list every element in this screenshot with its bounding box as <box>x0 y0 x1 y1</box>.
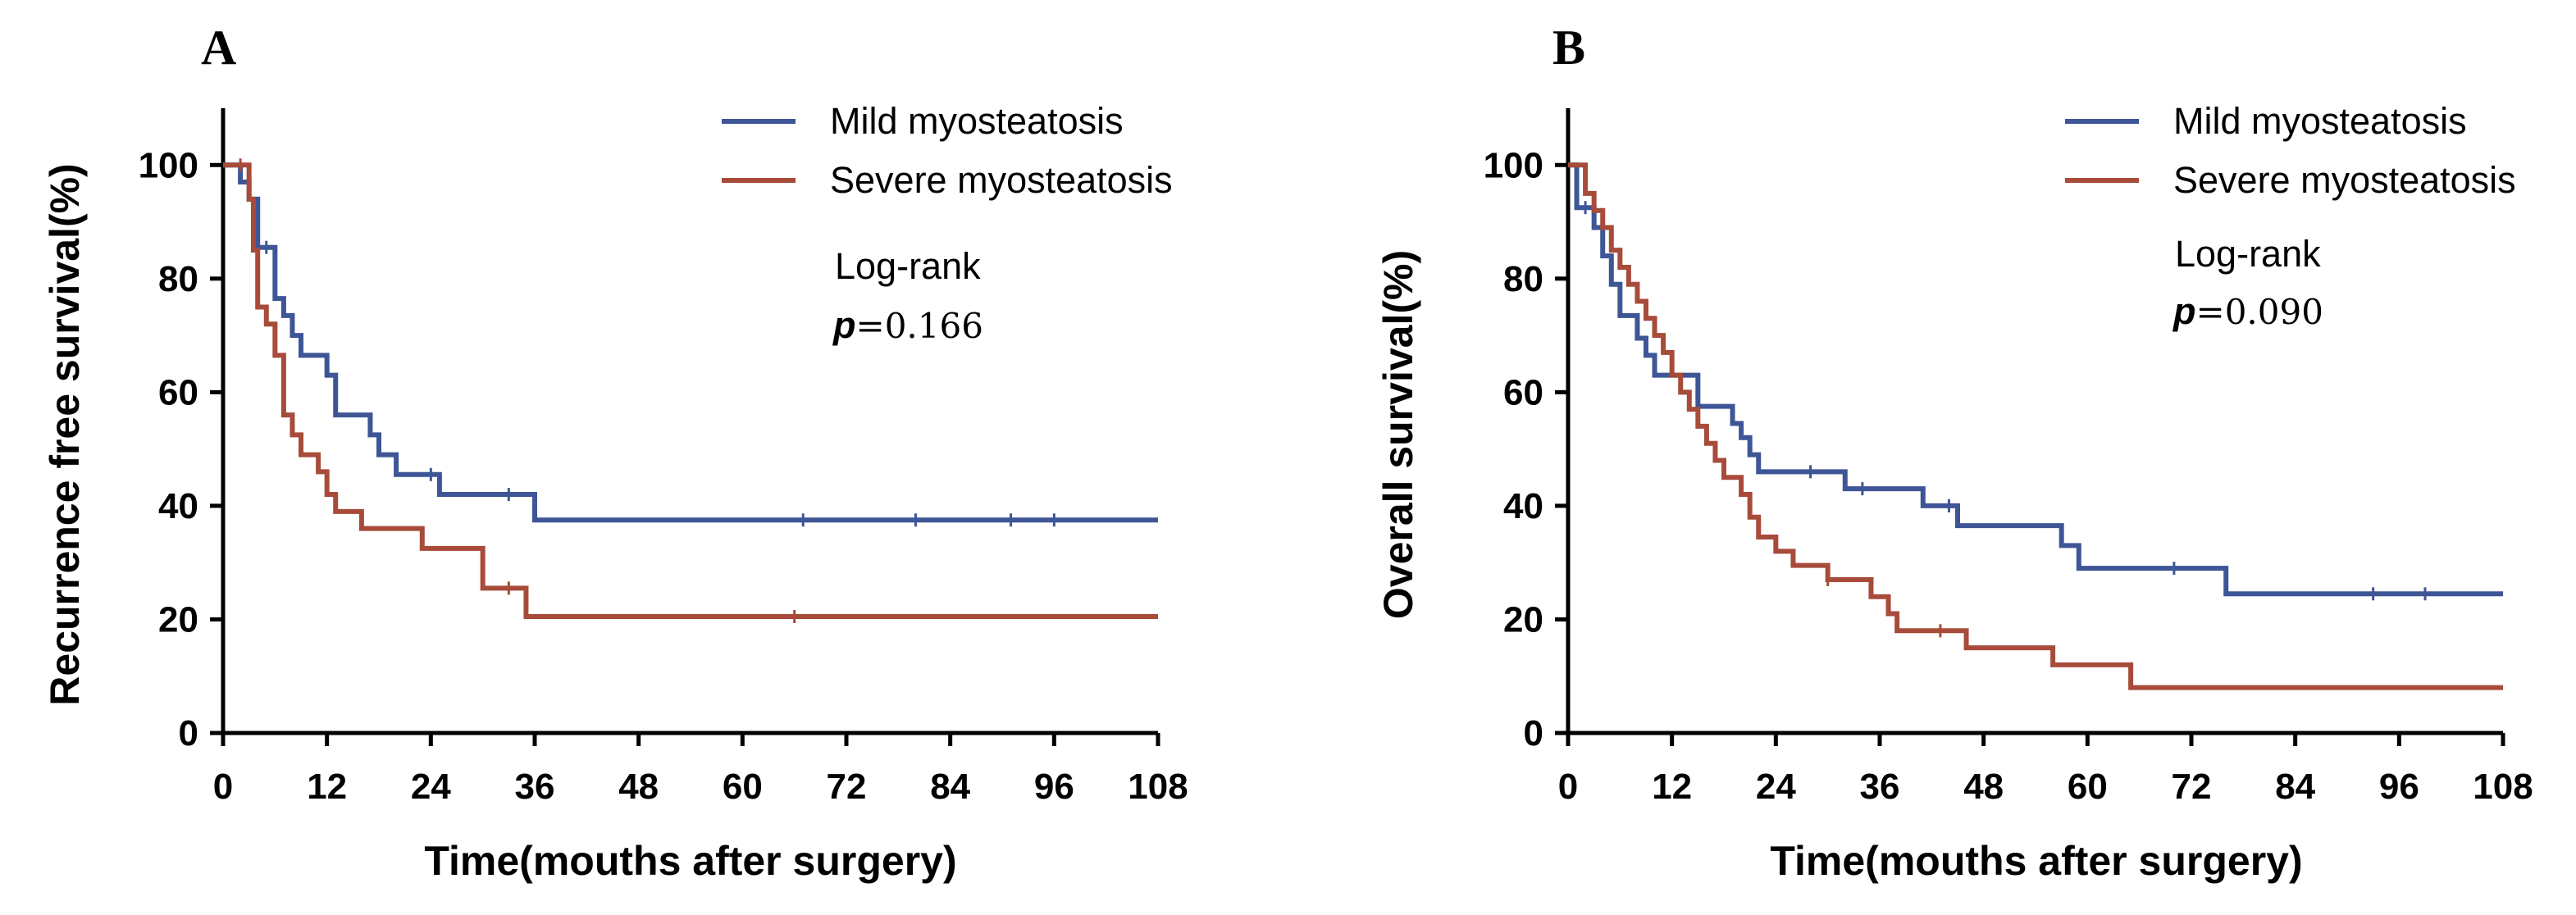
y-tick-label-b: 40 <box>1503 486 1543 526</box>
legend-label-mild-b: Mild myosteatosis <box>2173 100 2467 142</box>
y-tick-label-a: 100 <box>139 145 198 185</box>
legend-label-severe-a: Severe myosteatosis <box>830 159 1173 201</box>
p-symbol-b: p <box>2173 290 2196 332</box>
y-tick-label-a: 60 <box>158 372 198 412</box>
panel-a: A Recurrence free survival(%) Time(mouth… <box>42 20 1188 884</box>
panel-b: B Overall survival(%) Time(mouths after … <box>1375 20 2533 884</box>
y-tick-label-b: 0 <box>1524 713 1543 753</box>
stat-label-b: Log-rank <box>2175 233 2321 275</box>
y-tick-label-b: 80 <box>1503 259 1543 299</box>
p-value-number-b: =0.090 <box>2196 292 2323 332</box>
y-tick-label-b: 60 <box>1503 372 1543 412</box>
x-tick-label-b: 12 <box>1652 767 1692 807</box>
x-tick-label-a: 12 <box>307 767 347 807</box>
x-tick-label-a: 48 <box>618 767 659 807</box>
p-value-a: p=0.166 <box>832 304 983 346</box>
x-tick-label-a: 72 <box>827 767 867 807</box>
p-symbol-a: p <box>832 304 856 346</box>
x-tick-label-b: 0 <box>1558 767 1578 807</box>
panel-label-b: B <box>1552 20 1585 75</box>
x-tick-label-b: 24 <box>1756 767 1796 807</box>
panel-label-a: A <box>201 20 236 75</box>
axis-ticks-a: 0 12 24 36 48 60 72 84 96 108 0 20 40 60 80 100 <box>139 108 1188 807</box>
y-tick-label-b: 100 <box>1484 145 1543 185</box>
x-axis-title-b: Time(mouths after surgery) <box>1770 838 2302 884</box>
y-tick-label-a: 80 <box>158 259 198 299</box>
x-tick-label-b: 48 <box>1963 767 2004 807</box>
x-tick-label-a: 24 <box>411 767 451 807</box>
x-tick-label-b: 36 <box>1860 767 1900 807</box>
x-tick-label-a: 84 <box>930 767 970 807</box>
x-tick-label-b: 60 <box>2068 767 2108 807</box>
x-tick-label-a: 96 <box>1034 767 1074 807</box>
stat-label-a: Log-rank <box>835 245 981 287</box>
axis-ticks-b: 0 12 24 36 48 60 72 84 96 108 0 20 40 60 80 100 <box>1484 108 2533 807</box>
y-axis-title-a: Recurrence free survival(%) <box>42 163 88 705</box>
series-marks-a <box>223 158 1158 623</box>
legend-label-mild-a: Mild myosteatosis <box>830 100 1124 142</box>
severe-survival-curve-a <box>223 162 1158 619</box>
x-tick-label-b: 108 <box>2473 767 2533 807</box>
x-tick-label-a: 36 <box>515 767 555 807</box>
series-marks-b <box>1568 162 2503 690</box>
x-tick-label-b: 72 <box>2172 767 2212 807</box>
x-tick-label-a: 108 <box>1128 767 1188 807</box>
x-tick-label-a: 60 <box>723 767 763 807</box>
x-tick-label-b: 96 <box>2379 767 2419 807</box>
x-tick-label-b: 84 <box>2275 767 2315 807</box>
p-value-b: p=0.090 <box>2173 290 2323 332</box>
y-tick-label-b: 20 <box>1503 599 1543 640</box>
x-axis-title-a: Time(mouths after surgery) <box>424 838 956 884</box>
y-tick-label-a: 20 <box>158 599 198 640</box>
legend-a: Mild myosteatosis Severe myosteatosis <box>722 100 1173 201</box>
p-value-number-a: =0.166 <box>856 306 983 346</box>
y-tick-label-a: 40 <box>158 486 198 526</box>
severe-survival-curve-b <box>1568 162 2503 690</box>
legend-b: Mild myosteatosis Severe myosteatosis <box>2065 100 2516 201</box>
legend-label-severe-b: Severe myosteatosis <box>2173 159 2516 201</box>
y-axis-title-b: Overall survival(%) <box>1375 250 1421 619</box>
y-tick-label-a: 0 <box>179 713 198 753</box>
mild-survival-curve-a <box>223 162 1158 523</box>
x-tick-label-a: 0 <box>213 767 233 807</box>
mild-survival-curve-b <box>1568 162 2503 597</box>
